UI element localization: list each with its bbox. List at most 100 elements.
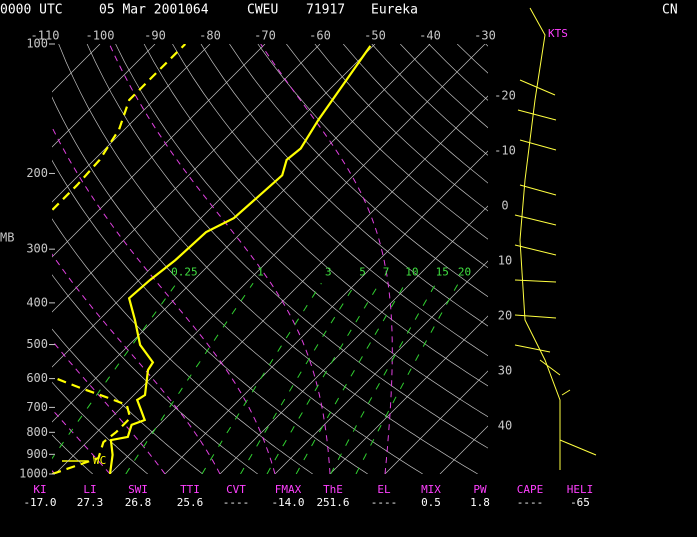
isotherm — [52, 44, 211, 203]
mixing-ratio-label: 7 — [383, 266, 390, 279]
isotherm — [52, 44, 431, 423]
y-tick-label: 1000 — [19, 467, 48, 481]
dry-adiabat — [172, 44, 488, 357]
isotherm — [52, 44, 156, 148]
dry-adiabat — [58, 44, 478, 474]
dry-adiabat — [52, 96, 423, 474]
mixing-ratio-label: 20 — [458, 266, 471, 279]
index-label: HELI — [567, 483, 594, 496]
mixing-ratio-label: 0.25 — [171, 266, 198, 279]
index-label: TTI — [180, 483, 200, 496]
wind-profile — [514, 7, 597, 470]
index-value: 251.6 — [316, 496, 349, 509]
index-label: ThE — [323, 483, 343, 496]
y-tick-label: 600 — [26, 371, 48, 385]
index-value: -17.0 — [23, 496, 56, 509]
x-tick-label: 20 — [498, 309, 512, 323]
dry-adiabat — [52, 159, 368, 474]
index-value: ---- — [517, 496, 544, 509]
moist-adiabat — [52, 408, 111, 474]
y-tick-label: 200 — [26, 166, 48, 180]
isotherm — [52, 44, 266, 258]
index-label: EL — [377, 483, 391, 496]
mixing-ratio-line — [52, 282, 178, 460]
mixing-ratio-line — [266, 282, 380, 474]
dry-adiabat — [52, 274, 258, 474]
wind-barb — [514, 244, 557, 256]
index-value: ---- — [223, 496, 250, 509]
dry-adiabat — [143, 44, 488, 387]
plot-area — [52, 44, 488, 474]
x-tick-label: 0 — [501, 199, 508, 213]
wind-barb — [514, 344, 551, 353]
moist-adiabat — [52, 253, 221, 474]
index-value: -65 — [570, 496, 590, 509]
x-tick-label: 40 — [498, 419, 512, 433]
wind-units: KTS — [548, 27, 568, 40]
isotherm — [52, 44, 101, 93]
sounding-line — [52, 44, 187, 211]
dry-adiabat — [400, 44, 488, 129]
isotherm — [384, 370, 488, 474]
y-tick-label: 300 — [26, 242, 48, 256]
dry-adiabat — [229, 44, 488, 298]
wind-barb — [514, 214, 557, 226]
mixing-ratio-line — [240, 282, 357, 474]
y-axis-label: MB — [0, 231, 14, 245]
isotherm — [54, 44, 486, 474]
header-station-number: 71917 — [306, 3, 345, 18]
index-label: MIX — [421, 483, 441, 496]
sounding-line — [52, 376, 132, 474]
x-tick-label: -70 — [254, 29, 276, 43]
wind-barb — [519, 184, 557, 196]
x-tick-label: -100 — [86, 29, 115, 43]
mixing-ratio-line — [295, 282, 406, 474]
index-label: LI — [83, 483, 96, 496]
dry-adiabat — [52, 381, 148, 474]
y-tick-label: 500 — [26, 337, 48, 351]
wind-barb — [514, 314, 557, 319]
mixing-ratio-line — [355, 282, 459, 474]
x-tick-label: -40 — [419, 29, 441, 43]
wind-barb — [519, 139, 557, 151]
dry-adiabat — [286, 44, 488, 240]
x-tick-label: -110 — [31, 29, 60, 43]
isotherm — [219, 205, 488, 474]
x-tick-label: -80 — [199, 29, 221, 43]
y-tick-label: 900 — [26, 447, 48, 461]
x-tick-label: -60 — [309, 29, 331, 43]
index-value: 26.8 — [125, 496, 152, 509]
index-value: ---- — [371, 496, 398, 509]
wind-barb — [519, 79, 556, 96]
mixing-ratio-line — [125, 282, 254, 474]
isotherm — [52, 44, 321, 313]
x-tick-label: -30 — [474, 29, 496, 43]
moist-adiabat — [108, 44, 331, 474]
legend-label: WC — [93, 454, 106, 467]
wind-barb — [559, 439, 597, 456]
header-date: 05 Mar 2001064 — [99, 3, 209, 18]
isotherm — [164, 150, 488, 474]
isotherm — [274, 260, 488, 474]
y-tick-label: 800 — [26, 425, 48, 439]
index-value: 27.3 — [77, 496, 104, 509]
isotherm — [329, 315, 488, 474]
sounding-line — [108, 45, 372, 474]
y-tick-label: 100 — [26, 37, 48, 51]
isotherm — [52, 44, 376, 368]
wind-barb — [514, 279, 557, 283]
dry-adiabat — [200, 44, 488, 327]
dry-adiabat — [428, 44, 488, 101]
dry-adiabat — [52, 328, 203, 474]
y-tick-label: 400 — [26, 295, 48, 309]
dry-adiabat — [52, 434, 93, 474]
x-tick-label: -90 — [144, 29, 166, 43]
moist-adiabat — [52, 126, 276, 474]
mixing-ratio-line — [201, 282, 322, 474]
header-station-name: Eureka — [371, 3, 418, 18]
x-tick-label: -50 — [364, 29, 386, 43]
index-label: PW — [473, 483, 487, 496]
index-label: CAPE — [517, 483, 544, 496]
mixing-ratio-label: 15 — [436, 266, 449, 279]
